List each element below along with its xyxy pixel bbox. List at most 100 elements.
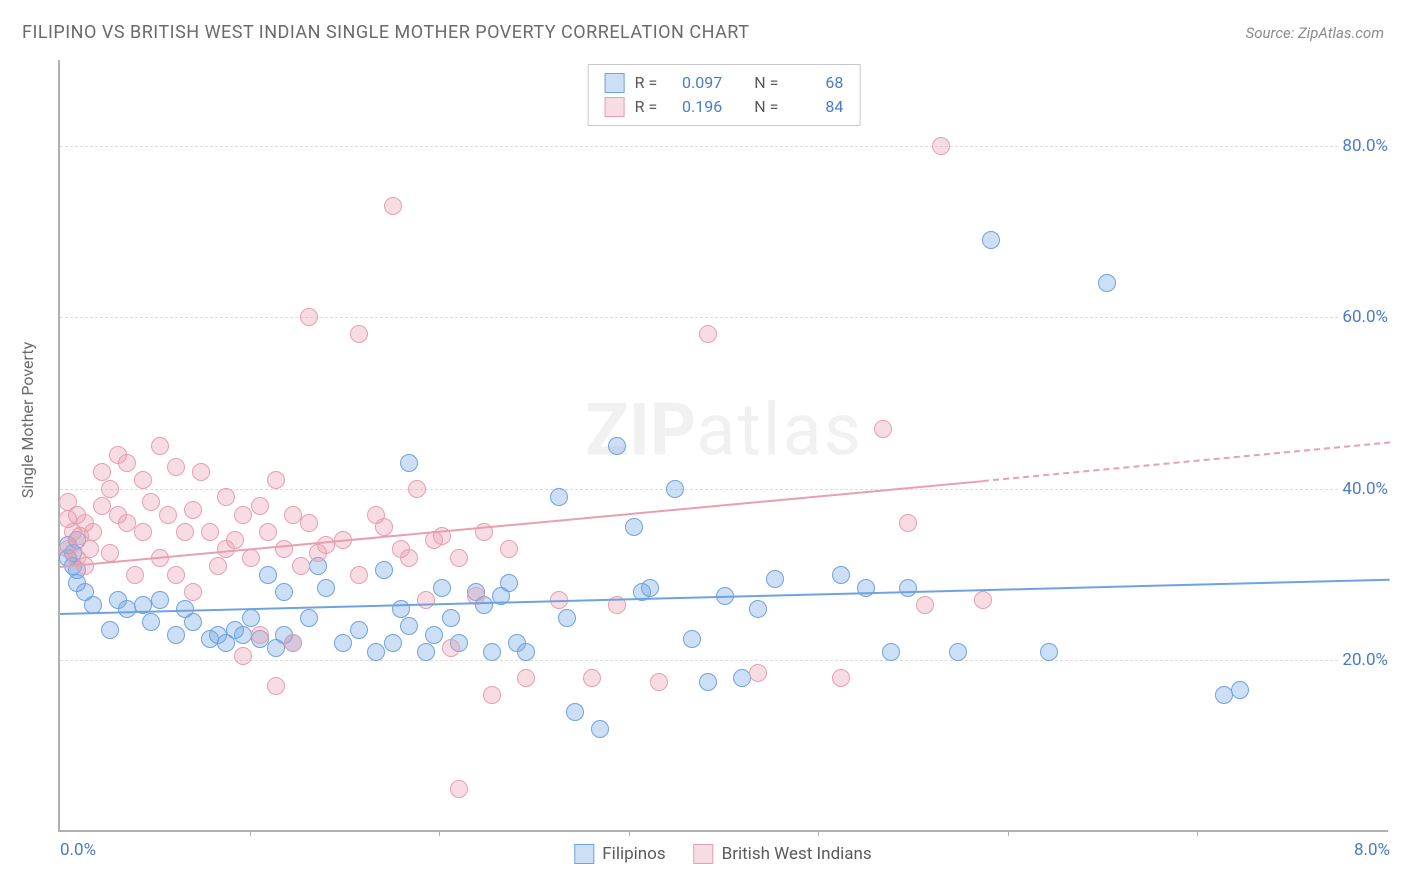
data-point <box>259 566 277 584</box>
trend-line <box>60 579 1390 615</box>
x-tick-mark <box>1197 830 1198 836</box>
gridline-h <box>60 146 1388 147</box>
data-point <box>167 626 185 644</box>
data-point <box>259 523 277 541</box>
data-point <box>882 643 900 661</box>
data-point <box>126 566 144 584</box>
plot-region: ZIPatlas R =0.097N =68R =0.196N =84 20.0… <box>58 60 1388 832</box>
data-point <box>300 609 318 627</box>
data-point <box>192 463 210 481</box>
data-point <box>251 626 269 644</box>
data-point <box>733 669 751 687</box>
data-point <box>84 523 102 541</box>
data-point <box>234 647 252 665</box>
gridline-h <box>60 489 1388 490</box>
legend-swatch <box>605 73 625 93</box>
data-point <box>151 437 169 455</box>
data-point <box>932 137 950 155</box>
data-point <box>591 720 609 738</box>
data-point <box>425 626 443 644</box>
data-point <box>650 673 668 691</box>
legend-swatch <box>574 844 594 864</box>
data-point <box>450 780 468 798</box>
data-point <box>201 523 219 541</box>
x-tick-mark <box>629 830 630 836</box>
x-tick-mark <box>250 830 251 836</box>
x-tick-mark <box>439 830 440 836</box>
data-point <box>608 437 626 455</box>
source-attribution: Source: ZipAtlas.com <box>1246 24 1384 42</box>
data-point <box>433 579 451 597</box>
data-point <box>916 596 934 614</box>
legend-swatch <box>694 844 714 864</box>
stats-legend-row: R = 0.196 N = 84 <box>605 95 844 119</box>
data-point <box>517 643 535 661</box>
legend-label: Filipinos <box>602 844 665 864</box>
data-point <box>1231 681 1249 699</box>
data-point <box>234 626 252 644</box>
data-point <box>217 488 235 506</box>
data-point <box>417 591 435 609</box>
legend-item: British West Indians <box>694 844 872 864</box>
data-point <box>442 639 460 657</box>
y-axis-label: Single Mother Poverty <box>18 342 37 498</box>
data-point <box>350 566 368 584</box>
data-point <box>350 621 368 639</box>
data-point <box>242 549 260 567</box>
data-point <box>1098 274 1116 292</box>
data-point <box>267 677 285 695</box>
x-tick-label: 0.0% <box>60 840 96 860</box>
data-point <box>832 669 850 687</box>
data-point <box>300 308 318 326</box>
data-point <box>766 570 784 588</box>
data-point <box>101 544 119 562</box>
legend-item: Filipinos <box>574 844 665 864</box>
data-point <box>184 501 202 519</box>
gridline-h <box>60 660 1388 661</box>
data-point <box>118 454 136 472</box>
data-point <box>483 686 501 704</box>
data-point <box>159 506 177 524</box>
data-point <box>899 514 917 532</box>
data-point <box>81 540 99 558</box>
data-point <box>749 664 767 682</box>
data-point <box>641 579 659 597</box>
data-point <box>300 514 318 532</box>
data-point <box>176 523 194 541</box>
data-point <box>974 591 992 609</box>
n-label: N = <box>754 95 778 119</box>
data-point <box>558 609 576 627</box>
data-point <box>267 471 285 489</box>
data-point <box>118 600 136 618</box>
y-tick-label: 80.0% <box>1338 136 1392 156</box>
data-point <box>749 600 767 618</box>
data-point <box>400 454 418 472</box>
data-point <box>142 613 160 631</box>
data-point <box>275 583 293 601</box>
data-point <box>666 480 684 498</box>
n-value: 84 <box>788 95 843 119</box>
y-tick-label: 40.0% <box>1338 479 1392 499</box>
data-point <box>384 197 402 215</box>
series-legend: Filipinos British West Indians <box>574 844 871 864</box>
data-point <box>334 634 352 652</box>
r-value: 0.196 <box>667 95 722 119</box>
data-point <box>292 557 310 575</box>
gridline-h <box>60 317 1388 318</box>
stats-legend-row: R =0.097N =68 <box>605 71 844 95</box>
data-point <box>699 325 717 343</box>
data-point <box>417 643 435 661</box>
legend-label: British West Indians <box>722 844 872 864</box>
data-point <box>583 669 601 687</box>
data-point <box>982 231 1000 249</box>
data-point <box>450 549 468 567</box>
data-point <box>134 471 152 489</box>
r-label: R = <box>635 71 658 95</box>
r-label: R = <box>635 95 658 119</box>
chart-header: FILIPINO VS BRITISH WEST INDIAN SINGLE M… <box>22 22 1384 43</box>
chart-title: FILIPINO VS BRITISH WEST INDIAN SINGLE M… <box>22 22 749 43</box>
data-point <box>517 669 535 687</box>
n-label: N = <box>754 71 778 95</box>
data-point <box>284 634 302 652</box>
data-point <box>234 506 252 524</box>
